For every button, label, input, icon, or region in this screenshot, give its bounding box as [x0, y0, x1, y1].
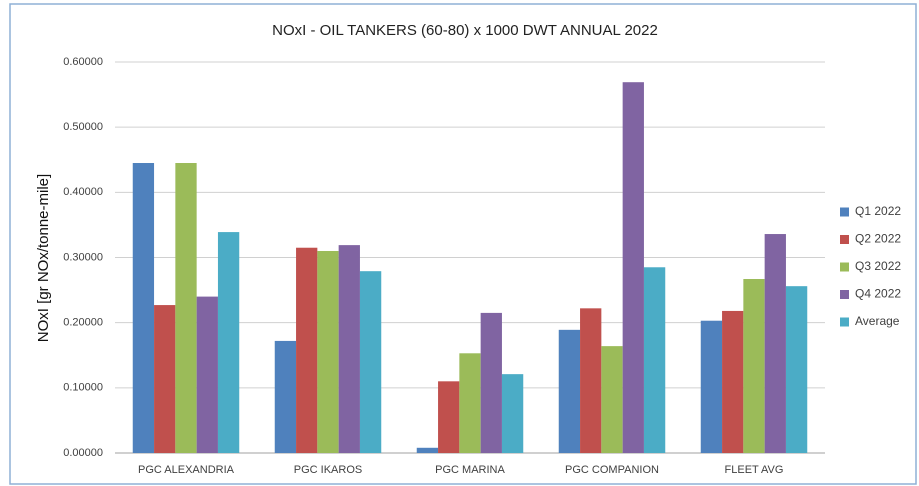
bar [274, 340, 297, 453]
bar [459, 353, 481, 453]
legend-label: Q1 2022 [855, 204, 901, 218]
bar [501, 374, 524, 453]
y-axis-label: NOxI [gr NOx/tonne-mile] [35, 174, 52, 342]
y-tick-label: 0.40000 [63, 186, 103, 198]
x-tick-label: PGC ALEXANDRIA [138, 464, 235, 476]
bar [296, 247, 318, 453]
y-tick-label: 0.30000 [63, 251, 103, 263]
y-tick-label: 0.20000 [63, 317, 103, 329]
y-tick-label: 0.00000 [63, 447, 103, 459]
y-tick-label: 0.50000 [63, 121, 103, 133]
x-tick-label: PGC COMPANION [565, 464, 659, 476]
bar [643, 267, 666, 453]
bar [743, 279, 765, 453]
x-tick-label: PGC MARINA [435, 464, 505, 476]
bar [722, 310, 744, 453]
y-tick-label: 0.60000 [63, 56, 103, 68]
bar [132, 163, 155, 453]
bar [785, 286, 808, 453]
bar [416, 447, 439, 453]
bar [175, 163, 197, 453]
legend-swatch [840, 317, 849, 327]
bar [558, 329, 581, 453]
bar [154, 305, 176, 453]
legend-label: Q2 2022 [855, 232, 901, 246]
bar [580, 308, 602, 453]
x-tick-label: FLEET AVG [725, 464, 784, 476]
legend-label: Q4 2022 [855, 287, 901, 301]
legend-label: Q3 2022 [855, 259, 901, 273]
x-tick-label: PGC IKAROS [294, 464, 362, 476]
legend-swatch [840, 262, 849, 272]
legend-swatch [840, 290, 849, 299]
bar [438, 381, 460, 453]
bar [317, 250, 339, 453]
bar [359, 271, 382, 453]
bar [601, 346, 623, 453]
legend-swatch [840, 207, 849, 217]
bar [700, 320, 723, 453]
bar [338, 245, 360, 453]
legend-swatch [840, 235, 849, 244]
bar [217, 232, 240, 453]
y-tick-label: 0.10000 [63, 382, 103, 394]
legend-label: Average [855, 314, 900, 328]
bar [480, 312, 502, 453]
chart-title: NOxI - OIL TANKERS (60-80) x 1000 DWT AN… [272, 22, 658, 39]
bar [622, 82, 644, 454]
bar [196, 296, 218, 453]
bar [764, 234, 786, 453]
